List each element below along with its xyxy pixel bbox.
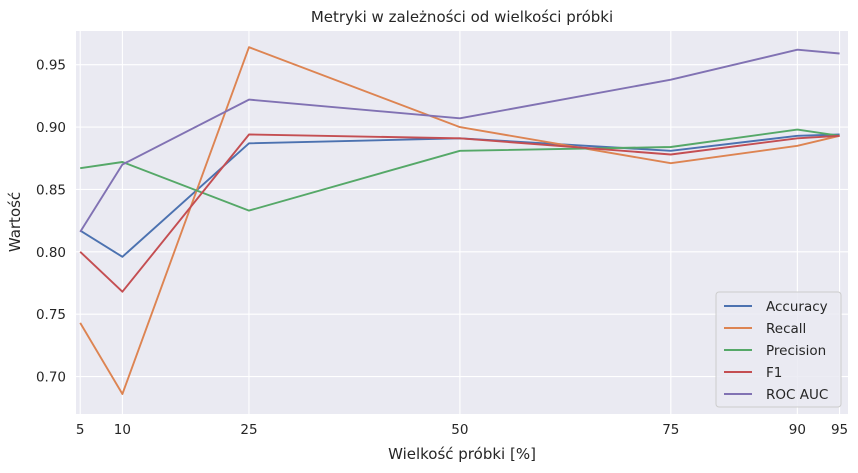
x-tick-label: 95: [831, 422, 848, 438]
y-tick-label: 0.70: [36, 370, 66, 386]
legend: Accuracy Recall Precision F1 ROC AUC: [715, 291, 842, 408]
x-axis-title: Wielkość próbki [%]: [388, 445, 536, 463]
x-tick-label: 10: [114, 422, 131, 438]
x-tick-label: 25: [240, 422, 257, 438]
x-tick-label: 50: [451, 422, 468, 438]
x-tick-labels: 5 10 25 50 75 90 95: [76, 422, 848, 438]
legend-label-recall: Recall: [766, 321, 806, 337]
x-tick-label: 75: [662, 422, 679, 438]
y-tick-label: 0.80: [36, 245, 66, 261]
y-tick-labels: 0.70 0.75 0.80 0.85 0.90 0.95: [36, 58, 66, 386]
y-tick-label: 0.75: [36, 307, 66, 323]
y-tick-label: 0.85: [36, 182, 66, 198]
legend-label-precision: Precision: [766, 343, 826, 359]
legend-label-f1: F1: [766, 365, 782, 381]
chart-title: Metryki w zależności od wielkości próbki: [311, 8, 613, 26]
series-line-f1: [79, 133, 840, 293]
series-line-precision: [80, 128, 840, 212]
legend-label-accuracy: Accuracy: [766, 299, 828, 315]
series-line-roc-auc: [79, 48, 840, 233]
y-axis-title: Wartość: [6, 192, 24, 252]
y-tick-label: 0.95: [36, 58, 66, 74]
legend-label-roc-auc: ROC AUC: [766, 387, 828, 403]
x-tick-label: 90: [789, 422, 806, 438]
y-tick-label: 0.90: [36, 120, 66, 136]
series-lines: [79, 46, 840, 395]
x-tick-label: 5: [76, 422, 85, 438]
series-line-recall: [79, 46, 840, 395]
legend-box: [715, 291, 842, 408]
